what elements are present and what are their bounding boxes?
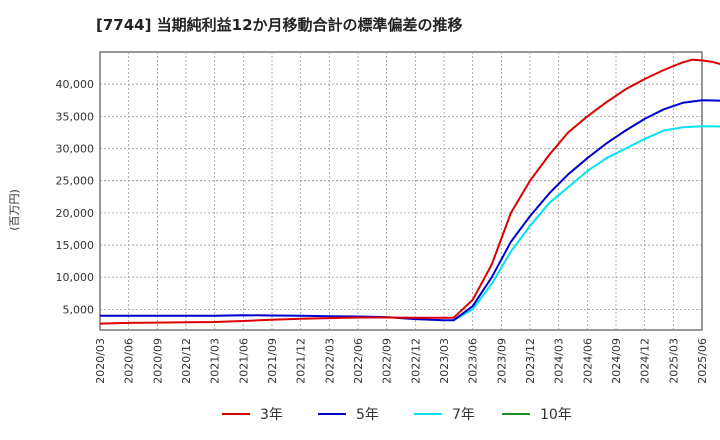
series-lines xyxy=(99,58,720,325)
x-tick-label: 2024/09 xyxy=(610,338,623,384)
x-tick-label: 2023/12 xyxy=(524,338,537,384)
x-tick-label: 2023/09 xyxy=(495,338,508,384)
x-tick-label: 2020/09 xyxy=(151,338,164,384)
x-tick-label: 2020/03 xyxy=(94,338,107,384)
x-tick-label: 2022/12 xyxy=(409,338,422,384)
series-line-5年 xyxy=(100,99,720,322)
plot-area xyxy=(99,51,703,331)
x-tick-label: 2021/03 xyxy=(209,338,222,384)
x-tick-label: 2024/06 xyxy=(581,338,594,384)
series-line-3年 xyxy=(99,58,720,325)
y-tick-label: 30,000 xyxy=(56,143,95,156)
x-tick-label: 2023/03 xyxy=(438,338,451,384)
legend-label: 5年 xyxy=(356,407,379,423)
x-tick-label: 2024/03 xyxy=(553,338,566,384)
x-tick-label: 2022/06 xyxy=(352,338,365,384)
x-tick-label: 2022/03 xyxy=(323,338,336,384)
y-axis-label: (百万円) xyxy=(8,189,21,231)
chart-title: [7744] 当期純利益12か月移動合計の標準偏差の推移 xyxy=(96,16,463,34)
y-tick-label: 5,000 xyxy=(63,303,95,316)
series-line-7年 xyxy=(453,125,720,322)
legend-label: 3年 xyxy=(260,407,283,423)
legend-label: 10年 xyxy=(540,407,572,423)
x-tick-label: 2023/06 xyxy=(467,338,480,384)
y-tick-label: 25,000 xyxy=(56,175,95,188)
x-tick-label: 2021/06 xyxy=(237,338,250,384)
x-ticks: 2020/03 2020/06 2020/09 2020/12 2021/03 2021/… xyxy=(94,338,709,384)
x-tick-label: 2024/12 xyxy=(639,338,652,384)
grid xyxy=(100,52,702,330)
x-tick-label: 2020/06 xyxy=(123,338,136,384)
y-tick-label: 10,000 xyxy=(56,271,95,284)
x-tick-label: 2021/12 xyxy=(295,338,308,384)
x-tick-label: 2025/03 xyxy=(667,338,680,384)
y-tick-label: 15,000 xyxy=(56,239,95,252)
y-tick-label: 35,000 xyxy=(56,110,95,123)
legend-label: 7年 xyxy=(452,407,475,423)
x-tick-label: 2025/06 xyxy=(696,338,709,384)
x-tick-label: 2022/09 xyxy=(381,338,394,384)
y-tick-label: 20,000 xyxy=(56,207,95,220)
y-ticks: 5,000 10,000 15,000 20,000 25,000 30,000 35,00… xyxy=(56,78,95,316)
legend: 3年 5年 7年 10年 xyxy=(222,407,572,423)
x-tick-label: 2021/09 xyxy=(266,338,279,384)
x-tick-label: 2020/12 xyxy=(180,338,193,384)
y-tick-label: 40,000 xyxy=(56,78,95,91)
